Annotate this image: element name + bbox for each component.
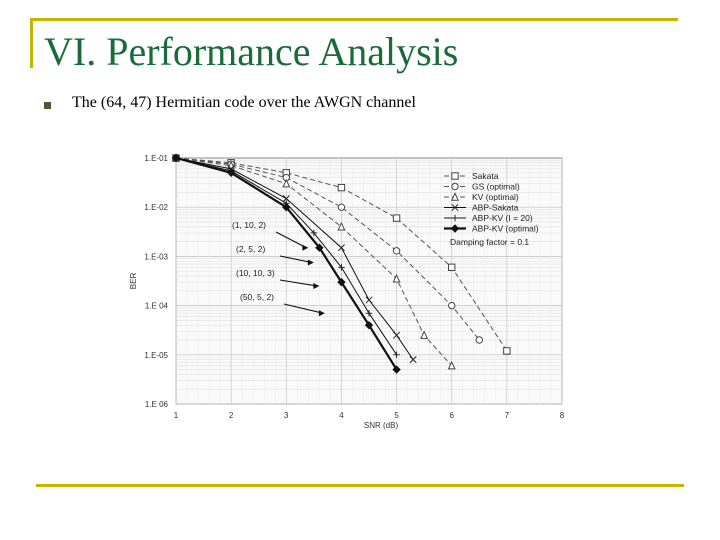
plot-area	[175, 157, 563, 405]
x-tick-label: 3	[284, 411, 289, 420]
x-axis-label: SNR (dB)	[364, 421, 399, 430]
legend-label: KV (optimal)	[472, 192, 519, 202]
bullet-marker	[44, 102, 51, 109]
x-tick-label: 5	[394, 411, 399, 420]
legend-note: Damping factor = 0.1	[450, 237, 529, 247]
data-point	[338, 264, 345, 271]
legend-label: ABP-KV (optimal)	[472, 224, 539, 234]
data-point	[392, 273, 401, 283]
bullet-text: The (64, 47) Hermitian code over the AWG…	[72, 94, 416, 111]
data-point	[392, 365, 401, 374]
data-point	[503, 347, 511, 355]
data-point	[226, 168, 236, 178]
y-tick-label: 1.E-01	[144, 154, 168, 163]
annotation-label: (2, 5, 2)	[236, 244, 265, 254]
x-tick-label: 6	[449, 411, 454, 420]
data-point	[365, 310, 373, 317]
x-tick-label: 7	[505, 411, 510, 420]
annotation-label: (50, 5, 2)	[240, 292, 274, 302]
data-point	[451, 172, 459, 180]
annotation-arrowhead	[318, 310, 325, 317]
y-axis-label: BER	[129, 273, 138, 290]
data-point	[315, 243, 324, 252]
slide-title: VI. Performance Analysis	[44, 29, 459, 74]
legend-label: Sakata	[472, 171, 499, 181]
data-point	[337, 221, 346, 231]
data-point	[451, 203, 459, 212]
data-point	[337, 277, 346, 287]
data-point	[310, 229, 318, 237]
data-point	[337, 244, 345, 252]
annotation-arrowhead	[302, 244, 309, 251]
data-point	[451, 192, 459, 201]
data-point	[337, 183, 346, 192]
annotation-arrowhead	[307, 259, 314, 266]
annotation-arrow	[283, 303, 324, 314]
legend-label: GS (optimal)	[472, 182, 520, 192]
annotation-label: (1, 10, 2)	[232, 220, 266, 230]
y-tick-label: 1.E-02	[144, 203, 168, 212]
annotation-arrow	[275, 231, 307, 249]
data-point	[282, 178, 291, 188]
data-point	[475, 336, 483, 344]
data-point	[447, 360, 456, 370]
legend-label: ABP-Sakata	[472, 203, 519, 213]
y-tick-label: 1.E-03	[144, 252, 168, 261]
data-point	[392, 214, 401, 222]
data-point	[337, 203, 346, 211]
annotation-label: (10, 10, 3)	[236, 268, 275, 278]
data-point	[282, 194, 290, 203]
data-point	[451, 182, 459, 191]
y-tick-label: 1.E 06	[145, 400, 169, 409]
legend-label: ABP-KV (I = 20)	[472, 213, 533, 223]
annotation-arrowhead	[313, 283, 320, 290]
x-tick-label: 2	[229, 411, 234, 420]
data-point	[409, 356, 417, 364]
data-point	[392, 247, 401, 255]
frame-top-line	[30, 18, 678, 21]
frame-left-line	[30, 18, 33, 68]
data-point	[451, 214, 459, 222]
data-point	[171, 153, 181, 163]
x-tick-label: 1	[174, 411, 179, 420]
annotation-arrow	[279, 279, 318, 287]
data-point	[282, 203, 291, 212]
data-point	[393, 331, 401, 339]
data-point	[448, 263, 456, 272]
data-point	[365, 296, 373, 304]
data-point	[420, 330, 429, 339]
x-tick-label: 8	[560, 411, 565, 420]
y-tick-label: 1.E-05	[144, 351, 168, 360]
frame-bottom-line	[36, 484, 684, 487]
x-tick-label: 4	[339, 411, 344, 420]
data-point	[393, 351, 400, 358]
annotation-arrow	[279, 255, 312, 264]
data-point	[448, 301, 456, 310]
data-point	[364, 320, 374, 330]
y-tick-label: 1.E 04	[145, 302, 169, 311]
data-point	[450, 224, 460, 233]
